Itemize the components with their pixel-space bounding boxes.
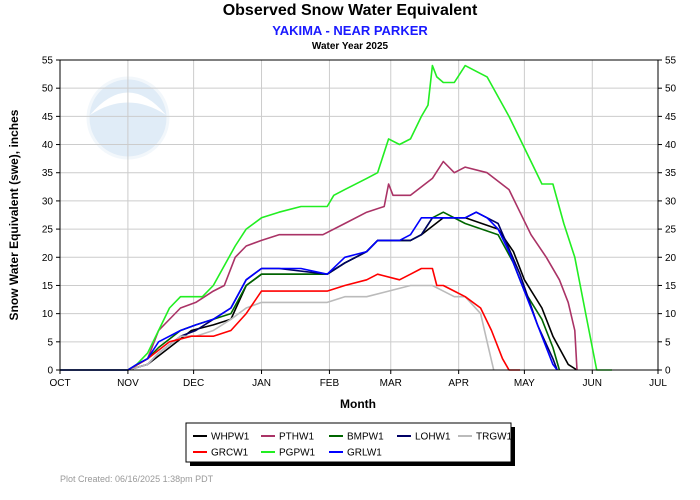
x-tick-label: NOV: [117, 378, 139, 389]
series-line-grlw1: [60, 211, 558, 371]
legend: WHPW1 PTHW1 BMPW1 LOHW1 TRGW1 GRCW1 PGPW1 GRLW1: [185, 422, 515, 466]
y-tick-label-right: 25: [665, 225, 677, 236]
legend-label-lohw1: LOHW1: [415, 432, 451, 443]
series-line-grcw1: [60, 267, 520, 371]
y-tick-label: 15: [42, 281, 54, 292]
y-axis-label: Snow Water Equivalent (swe), inches: [7, 109, 21, 320]
water-year-label: Water Year 2025: [311, 41, 389, 52]
y-axis-right: 0 5 10 15 20 25 30 35 40 45 50 55: [658, 56, 677, 377]
x-tick-label: JAN: [252, 378, 271, 389]
series-line-trgw1: [60, 284, 495, 371]
x-tick-label: FEB: [320, 378, 340, 389]
x-tick-label: JUL: [649, 378, 667, 389]
plot-frame: [59, 59, 659, 371]
y-tick-label-right: 5: [665, 337, 671, 348]
y-tick-label: 50: [42, 84, 54, 95]
series-line-whpw1: [60, 217, 578, 371]
y-tick-label: 45: [42, 112, 54, 123]
legend-label-grlw1: GRLW1: [347, 448, 382, 459]
series-lines: [60, 64, 612, 371]
legend-label-pthw1: PTHW1: [279, 432, 314, 443]
y-tick-label-right: 30: [665, 196, 677, 207]
legend-label-trgw1: TRGW1: [476, 432, 513, 443]
y-tick-label-right: 55: [665, 56, 677, 67]
legend-label-grcw1: GRCW1: [211, 448, 249, 459]
x-tick-label: OCT: [49, 378, 70, 389]
x-axis: OCT NOV DEC JAN FEB MAR APR MAY JUN JUL: [49, 370, 667, 389]
x-tick-label: MAR: [380, 378, 402, 389]
y-tick-label: 20: [42, 253, 54, 264]
series-line-pthw1: [60, 160, 578, 371]
x-tick-label: DEC: [183, 378, 204, 389]
y-tick-label-right: 20: [665, 253, 677, 264]
y-tick-label: 35: [42, 168, 54, 179]
y-tick-label: 55: [42, 56, 54, 67]
y-tick-label: 0: [47, 366, 53, 377]
y-tick-label: 40: [42, 140, 54, 151]
x-tick-label: APR: [448, 378, 469, 389]
y-tick-label-right: 50: [665, 84, 677, 95]
y-tick-label: 5: [47, 337, 53, 348]
series-line-pgpw1: [60, 64, 612, 371]
station-subtitle: YAKIMA - NEAR PARKER: [272, 23, 428, 38]
legend-label-whpw1: WHPW1: [211, 432, 250, 443]
y-tick-label-right: 10: [665, 309, 677, 320]
legend-label-pgpw1: PGPW1: [279, 448, 316, 459]
y-tick-label: 10: [42, 309, 54, 320]
x-tick-label: JUN: [583, 378, 602, 389]
y-tick-label: 30: [42, 196, 54, 207]
y-axis-left: 0 5 10 15 20 25 30 35 40 45 50 55: [42, 56, 60, 377]
chart-title: Observed Snow Water Equivalent: [222, 2, 478, 19]
legend-label-bmpw1: BMPW1: [347, 432, 384, 443]
y-tick-label: 25: [42, 225, 54, 236]
x-tick-label: MAY: [514, 378, 535, 389]
plot-created-note: Plot Created: 06/16/2025 1:38pm PDT: [60, 474, 214, 484]
y-tick-label-right: 40: [665, 140, 677, 151]
y-tick-label-right: 15: [665, 281, 677, 292]
x-axis-label: Month: [340, 397, 376, 411]
y-tick-label-right: 45: [665, 112, 677, 123]
y-tick-label-right: 35: [665, 168, 677, 179]
y-tick-label-right: 0: [665, 366, 671, 377]
